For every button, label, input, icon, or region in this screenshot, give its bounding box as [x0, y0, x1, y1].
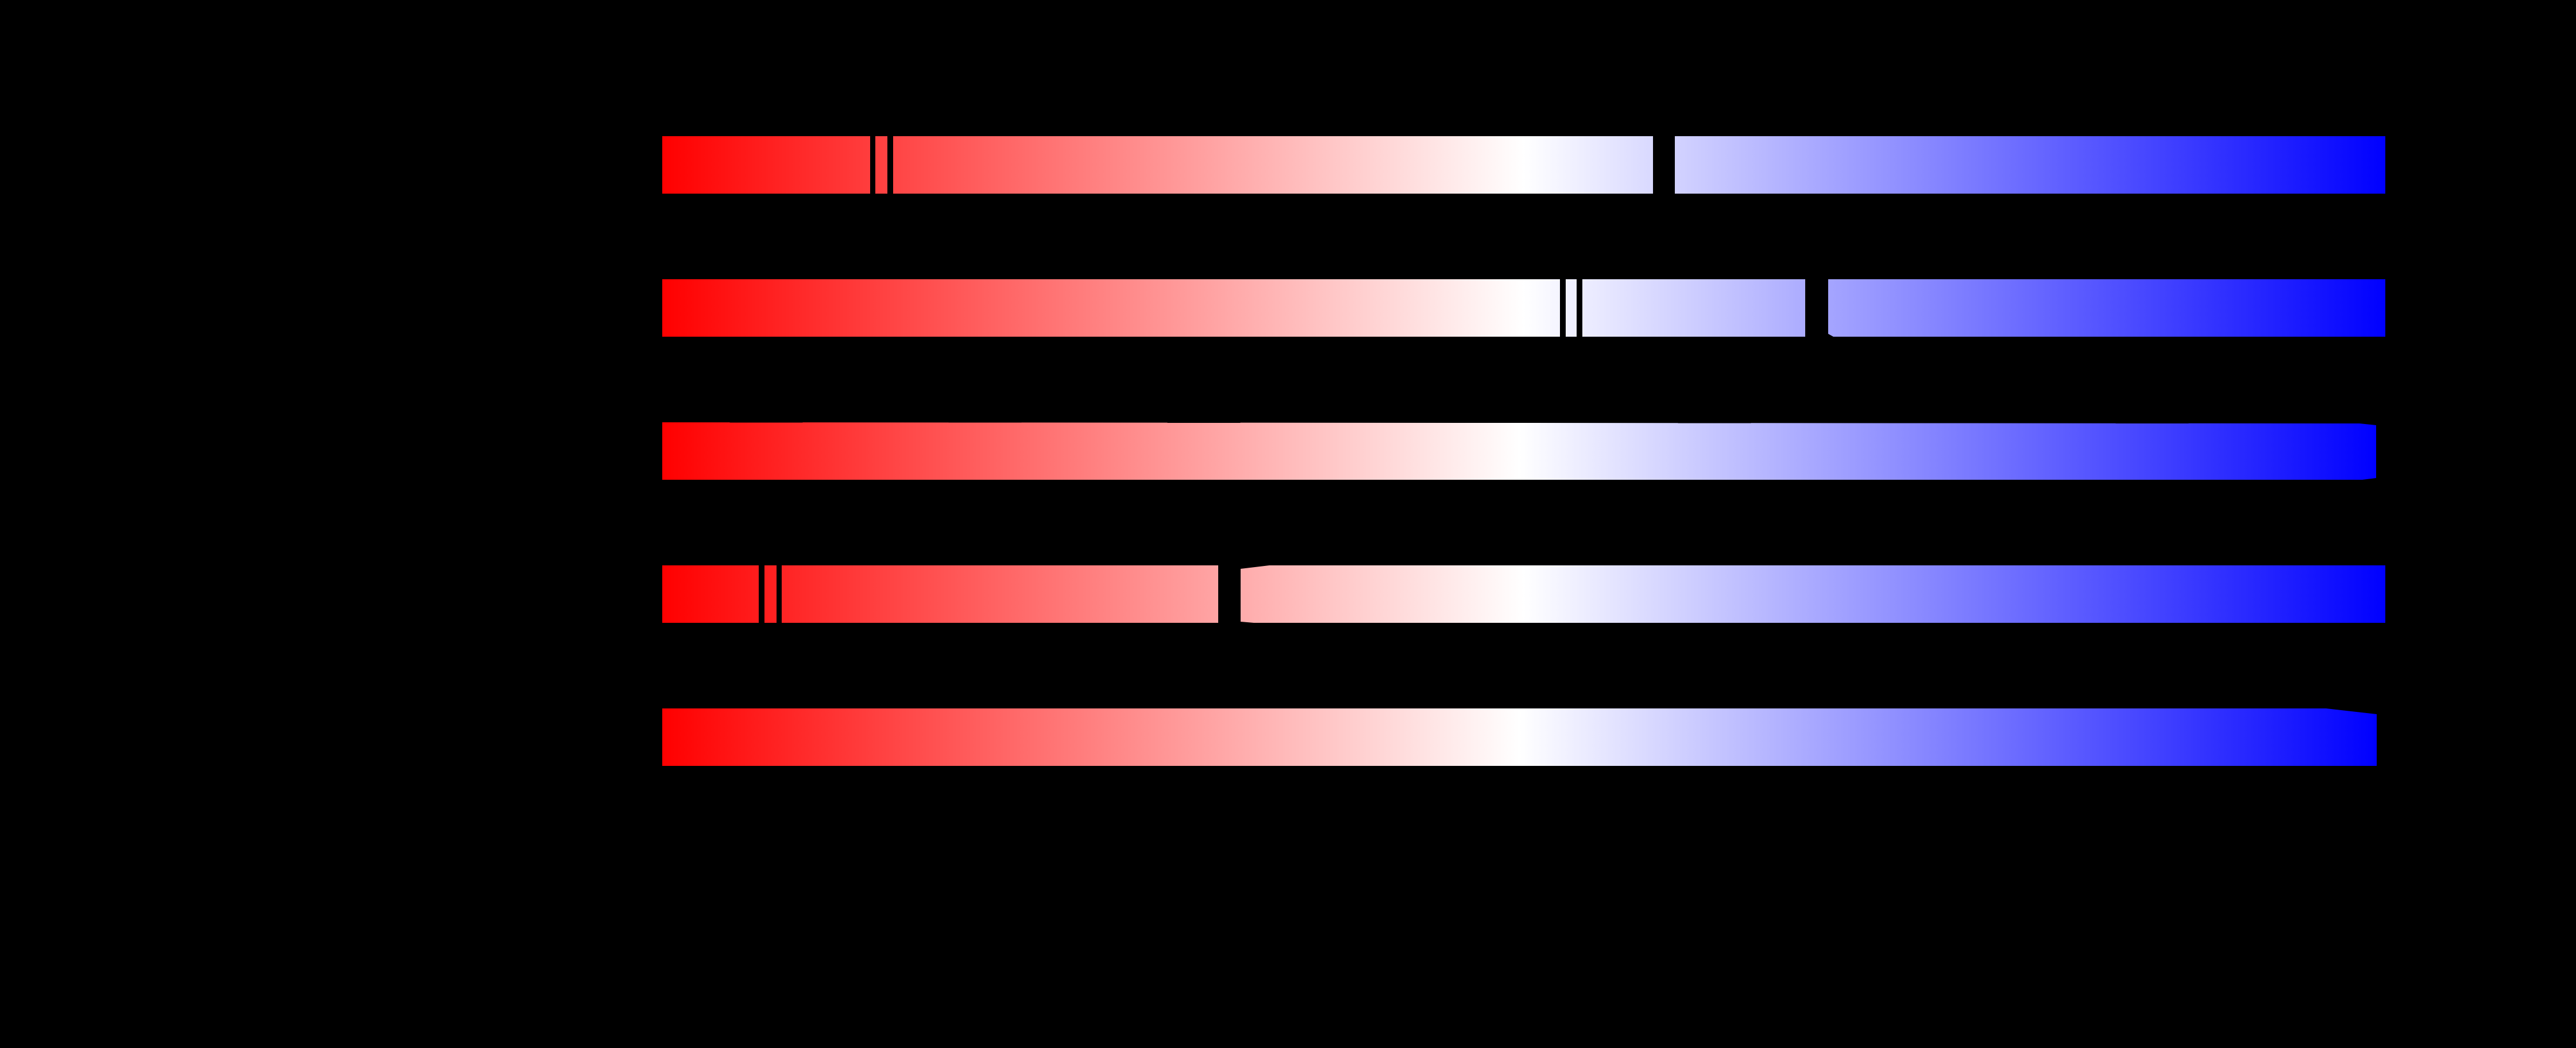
gradient-colorbar-2 [662, 278, 2385, 338]
wide-gap-divider [1218, 565, 1269, 623]
thin-tick-divider [870, 135, 875, 195]
gradient-colorbar-4 [662, 564, 2385, 624]
thin-tick-divider [1560, 278, 1566, 338]
thin-tick-divider [777, 564, 782, 624]
wide-gap-divider [1653, 135, 1675, 195]
thin-tick-divider [1577, 278, 1582, 338]
gradient-colorbar-3 [662, 422, 2376, 480]
thin-tick-divider [887, 135, 893, 195]
thin-tick-divider [759, 564, 764, 624]
gradient-colorbar-5 [662, 708, 2377, 766]
gradient-colorbar-1 [662, 135, 2385, 195]
wide-gap-divider [1805, 279, 1833, 337]
